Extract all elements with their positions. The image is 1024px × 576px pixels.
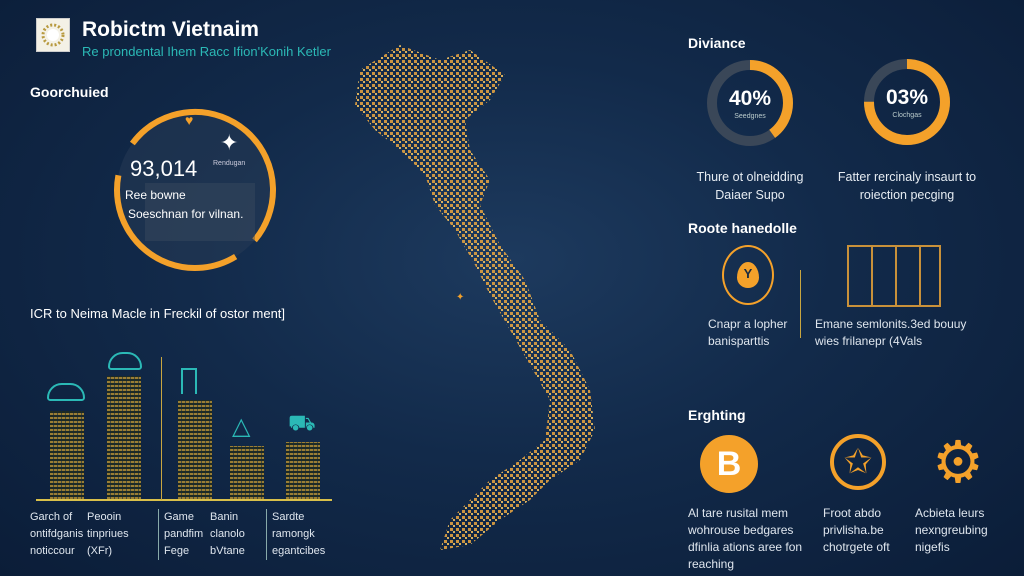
donut-caption: Thure ot olneidding Daiaer Supo: [696, 170, 804, 202]
donut-label: Clochgas: [892, 112, 922, 119]
machine-icon: [847, 245, 941, 307]
donut-value: 03%: [885, 86, 929, 109]
section-title-overview: Goorchuied: [30, 84, 109, 100]
section-title-route: Roote hanedolle: [688, 220, 797, 236]
bar-4: [230, 446, 264, 499]
donut-2: [864, 59, 950, 145]
vietnam-map: [355, 45, 595, 550]
bar-2: [107, 375, 141, 500]
donut-fill: [864, 59, 950, 145]
page-subtitle: Re prondental Ihem Racc Ifion'Konih Ketl…: [82, 44, 331, 59]
donut-1: [707, 60, 793, 146]
stat-unit: Rendugan: [213, 160, 246, 167]
chevron-heart-icon: ♥: [185, 112, 194, 128]
route-caption-1: Cnapr a lopher banisparttis: [708, 317, 788, 348]
star-emblem-icon: ✩: [830, 434, 886, 490]
donut-value: 40%: [728, 87, 772, 110]
stat-ring: [114, 109, 276, 271]
section-title-distance: Diviance: [688, 35, 746, 51]
route-caption-2: Emane semlonits.3ed bouuy wies frilanepr…: [815, 317, 967, 348]
bar-icon-dome-2: [108, 352, 142, 370]
stat-label: Ree bowne: [125, 188, 186, 202]
donut-label: Seedgnes: [734, 113, 766, 120]
bar-label: Garch of ontifdganis noticcour: [30, 511, 84, 557]
bar-label: Game pandfim Fege: [158, 509, 220, 560]
balloon-icon: Y: [722, 245, 774, 305]
erghting-caption-3: Acbieta leurs nexngreubing nigefis: [915, 506, 988, 554]
page-title: Robictm Vietnaim: [82, 18, 259, 41]
erghting-caption-2: Froot abdo privlisha.be chotrgete oft: [823, 506, 890, 554]
donut-caption: Fatter rercinaly insaurt to roiection pe…: [837, 170, 977, 202]
erghting-caption-1: Al tare rusital mem wohrouse bedgares df…: [688, 506, 803, 571]
donut-fill: [707, 60, 793, 146]
bitcoin-icon: B: [700, 435, 758, 493]
bar-icon-triangle: △: [232, 413, 251, 440]
bar-1: [50, 411, 84, 499]
route-divider: [800, 270, 801, 338]
plane-icon: ✦: [220, 130, 239, 155]
bar-icon-tower: [181, 368, 197, 394]
bar-icon-cart: ⛟: [288, 410, 316, 435]
chart-baseline: [36, 499, 332, 501]
bar-icon-dome-1: [47, 383, 85, 401]
bar-3: [178, 400, 212, 499]
stat-description: Soeschnan for vilnan.: [128, 207, 244, 221]
logo: [36, 18, 70, 52]
bar-5: [286, 441, 320, 500]
bar-label: Sardte ramongk egantcibes: [266, 509, 328, 560]
stat-value: 93,014: [130, 156, 198, 181]
bar-label: Peooin tinpriues (XFr): [87, 511, 129, 557]
chart-divider: [161, 357, 162, 500]
sparkle-icon: ✦: [456, 292, 465, 303]
stat-panel: [145, 183, 255, 241]
section-title-erghting: Erghting: [688, 407, 746, 423]
chart-title: ICR to Neima Macle in Freckil of ostor m…: [30, 306, 286, 321]
gear-icon: ⚙: [932, 430, 984, 495]
bar-label: Banin clanolo bVtane: [210, 511, 245, 557]
